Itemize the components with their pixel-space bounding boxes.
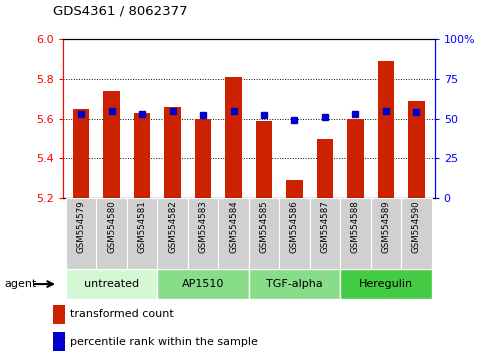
Bar xyxy=(103,91,120,198)
Text: GSM554580: GSM554580 xyxy=(107,200,116,253)
Bar xyxy=(310,198,340,269)
Bar xyxy=(66,269,157,299)
Bar xyxy=(249,269,340,299)
Bar xyxy=(408,101,425,198)
Bar xyxy=(53,304,65,324)
Text: GSM554589: GSM554589 xyxy=(382,200,390,253)
Bar xyxy=(96,198,127,269)
Bar xyxy=(66,198,96,269)
Bar xyxy=(286,180,303,198)
Bar xyxy=(218,198,249,269)
Text: TGF-alpha: TGF-alpha xyxy=(266,279,323,289)
Bar xyxy=(164,107,181,198)
Text: GDS4361 / 8062377: GDS4361 / 8062377 xyxy=(53,5,188,18)
Text: GSM554585: GSM554585 xyxy=(259,200,269,253)
Bar xyxy=(195,119,212,198)
Bar xyxy=(378,61,394,198)
Bar xyxy=(401,198,432,269)
Bar xyxy=(127,198,157,269)
Bar xyxy=(347,119,364,198)
Text: agent: agent xyxy=(5,279,37,289)
Text: GSM554590: GSM554590 xyxy=(412,200,421,253)
Text: untreated: untreated xyxy=(84,279,139,289)
Bar xyxy=(256,121,272,198)
Bar xyxy=(134,113,150,198)
Text: GSM554586: GSM554586 xyxy=(290,200,299,253)
Bar xyxy=(73,109,89,198)
Bar xyxy=(225,77,242,198)
Text: GSM554588: GSM554588 xyxy=(351,200,360,253)
Bar xyxy=(370,198,401,269)
Bar xyxy=(340,198,370,269)
Text: percentile rank within the sample: percentile rank within the sample xyxy=(70,337,258,347)
Bar xyxy=(53,332,65,351)
Text: GSM554584: GSM554584 xyxy=(229,200,238,253)
Bar xyxy=(157,269,249,299)
Bar xyxy=(279,198,310,269)
Text: AP1510: AP1510 xyxy=(182,279,224,289)
Text: Heregulin: Heregulin xyxy=(359,279,413,289)
Text: GSM554579: GSM554579 xyxy=(77,200,85,253)
Text: transformed count: transformed count xyxy=(70,309,174,319)
Bar xyxy=(157,198,188,269)
Bar xyxy=(340,269,432,299)
Bar xyxy=(188,198,218,269)
Text: GSM554583: GSM554583 xyxy=(199,200,208,253)
Text: GSM554587: GSM554587 xyxy=(320,200,329,253)
Text: GSM554581: GSM554581 xyxy=(138,200,146,253)
Bar xyxy=(316,138,333,198)
Text: GSM554582: GSM554582 xyxy=(168,200,177,253)
Bar xyxy=(249,198,279,269)
